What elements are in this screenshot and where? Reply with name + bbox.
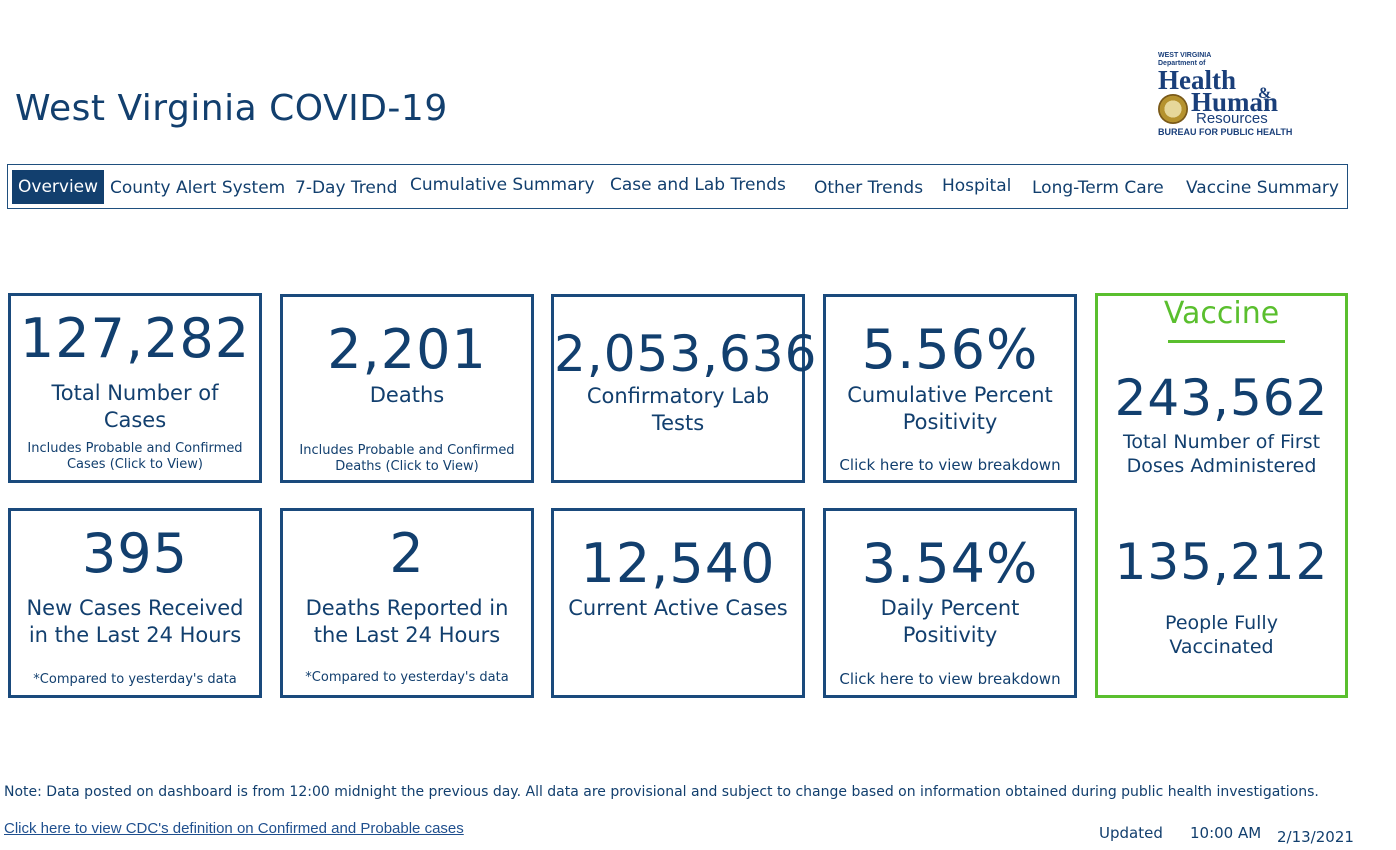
- card-vaccine: Vaccine 243,562 Total Number of First Do…: [1095, 293, 1348, 698]
- vaccine-heading: Vaccine: [1163, 296, 1280, 331]
- card-new-deaths: 2 Deaths Reported in the Last 24 Hours *…: [280, 508, 534, 698]
- tab-cumulative-summary[interactable]: Cumulative Summary: [410, 174, 595, 195]
- tab-7-day-trend[interactable]: 7-Day Trend: [295, 177, 398, 198]
- lab-tests-label: Confirmatory Lab Tests: [586, 384, 770, 435]
- card-cumulative-positivity[interactable]: 5.56% Cumulative Percent Positivity Clic…: [823, 294, 1077, 483]
- daily-positivity-breakdown-link[interactable]: Click here to view breakdown: [839, 670, 1061, 688]
- page-title: West Virginia COVID-19: [15, 88, 448, 129]
- tab-long-term-care[interactable]: Long-Term Care: [1032, 177, 1164, 198]
- logo-word-human: Human: [1191, 87, 1279, 117]
- logo-ampersand: &: [1258, 85, 1272, 102]
- tab-overview[interactable]: Overview: [12, 170, 105, 204]
- new-deaths-label: Deaths Reported in the Last 24 Hours: [305, 596, 509, 647]
- logo-word-health: Health: [1158, 65, 1236, 95]
- logo-line2: Department of: [1158, 60, 1206, 67]
- tab-hospital[interactable]: Hospital: [942, 175, 1012, 196]
- logo-bureau: BUREAU FOR PUBLIC HEALTH: [1158, 127, 1293, 137]
- tab-county-alert-system[interactable]: County Alert System: [110, 177, 286, 198]
- state-seal-icon: [1158, 94, 1188, 124]
- updated-time: 10:00 AM: [1190, 824, 1262, 842]
- updated-date: 2/13/2021: [1277, 828, 1354, 846]
- daily-positivity-value: 3.54%: [861, 532, 1039, 595]
- tab-vaccine-summary[interactable]: Vaccine Summary: [1186, 177, 1339, 198]
- new-deaths-value: 2: [389, 522, 425, 585]
- card-daily-positivity[interactable]: 3.54% Daily Percent Positivity Click her…: [823, 508, 1077, 698]
- active-cases-label: Current Active Cases: [568, 596, 788, 620]
- deaths-note: Includes Probable and Confirmed Deaths (…: [299, 443, 515, 474]
- new-cases-note: *Compared to yesterday's data: [33, 672, 237, 687]
- new-cases-label: New Cases Received in the Last 24 Hours: [26, 596, 244, 647]
- cumulative-positivity-label: Cumulative Percent Positivity: [847, 383, 1053, 434]
- fully-vaccinated-label: People Fully Vaccinated: [1165, 612, 1278, 658]
- tab-case-and-lab-trends[interactable]: Case and Lab Trends: [610, 174, 786, 195]
- tab-other-trends[interactable]: Other Trends: [814, 177, 924, 198]
- cumulative-positivity-value: 5.56%: [861, 318, 1039, 381]
- total-cases-value: 127,282: [19, 307, 251, 370]
- first-doses-value: 243,562: [1114, 369, 1329, 427]
- card-lab-tests: 2,053,636 Confirmatory Lab Tests: [551, 294, 818, 483]
- data-disclaimer-note: Note: Data posted on dashboard is from 1…: [4, 784, 1319, 800]
- first-doses-label: Total Number of First Doses Administered: [1122, 431, 1321, 477]
- logo-word-resources: Resources: [1196, 110, 1268, 127]
- vaccine-heading-underline: [1168, 340, 1285, 343]
- deaths-value: 2,201: [327, 318, 487, 381]
- fully-vaccinated-value: 135,212: [1114, 533, 1329, 591]
- card-total-cases[interactable]: 127,282 Total Number of Cases Includes P…: [8, 293, 262, 483]
- new-cases-value: 395: [81, 522, 189, 585]
- cdc-definition-link[interactable]: Click here to view CDC's definition on C…: [4, 820, 464, 837]
- card-active-cases: 12,540 Current Active Cases: [551, 508, 805, 698]
- wv-dhhr-logo: WEST VIRGINIA Department of Health & Hum…: [1158, 52, 1328, 142]
- card-deaths[interactable]: 2,201 Deaths Includes Probable and Confi…: [280, 294, 534, 483]
- total-cases-note: Includes Probable and Confirmed Cases (C…: [27, 441, 243, 472]
- card-new-cases: 395 New Cases Received in the Last 24 Ho…: [8, 508, 262, 698]
- total-cases-label: Total Number of Cases: [51, 381, 219, 432]
- updated-label: Updated: [1099, 824, 1163, 842]
- new-deaths-note: *Compared to yesterday's data: [305, 670, 509, 685]
- deaths-label: Deaths: [369, 383, 445, 407]
- cumulative-positivity-breakdown-link[interactable]: Click here to view breakdown: [839, 456, 1061, 474]
- daily-positivity-label: Daily Percent Positivity: [880, 596, 1020, 647]
- active-cases-value: 12,540: [580, 532, 776, 595]
- lab-tests-value: 2,053,636: [554, 325, 818, 383]
- logo-line1: WEST VIRGINIA: [1158, 52, 1212, 59]
- dashboard-tabs: Overview County Alert System 7-Day Trend…: [7, 164, 1348, 209]
